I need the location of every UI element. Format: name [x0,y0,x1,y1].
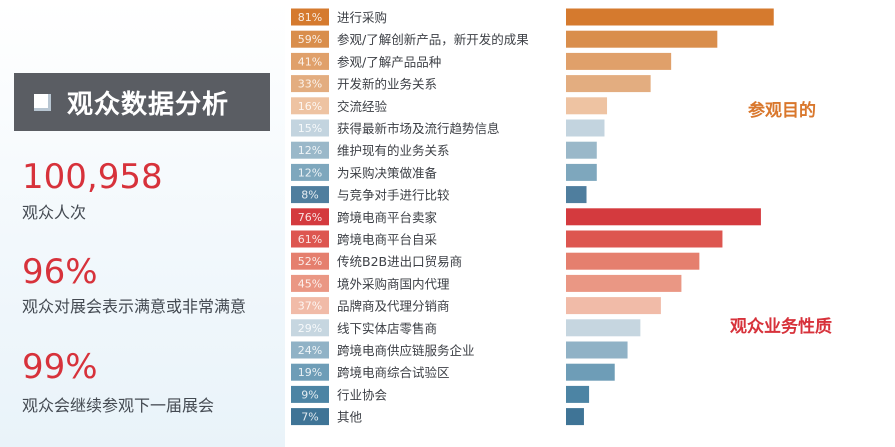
bar [566,52,672,70]
bar [566,208,761,226]
bar [566,297,661,315]
category-label: 开发新的业务关系 [337,77,437,92]
stat-satisfaction-value: 96% [22,252,98,292]
value-badge [291,75,329,93]
category-label: 跨境电商供应链服务企业 [337,343,475,358]
bar [566,97,608,115]
category-label: 跨境电商平台卖家 [337,210,438,225]
category-label: 与竞争对手进行比较 [337,188,450,203]
category-label: 维护现有的业务关系 [337,143,450,158]
value-badge [291,363,329,381]
stat-return-value: 99% [22,347,98,387]
category-label: 品牌商及代理分销商 [337,299,450,314]
value-label: 41% [298,55,322,68]
value-label: 61% [298,233,322,246]
bar [566,75,651,93]
value-label: 16% [298,100,322,113]
value-badge [291,8,329,26]
value-label: 15% [298,122,322,135]
value-label: 52% [298,255,322,268]
value-badge [291,274,329,292]
value-badge [291,208,329,226]
value-label: 9% [301,388,318,401]
value-badge [291,297,329,315]
bar [566,119,605,137]
value-label: 19% [298,366,322,379]
value-label: 33% [298,78,322,91]
square-bullet-icon [34,93,51,111]
category-label: 参观/了解产品品种 [337,54,441,69]
value-label: 59% [298,33,322,46]
bar [566,230,723,248]
value-label: 37% [298,300,322,313]
value-label: 12% [298,166,322,179]
value-badge [291,319,329,337]
category-label: 交流经验 [337,99,388,114]
category-label: 线下实体店零售商 [337,321,437,336]
category-label: 其他 [337,410,363,425]
value-label: 8% [301,189,318,202]
bar [566,8,774,26]
category-label: 获得最新市场及流行趋势信息 [337,121,500,136]
bar [566,30,718,48]
chart-title-business: 观众业务性质 [730,317,832,337]
value-badge [291,186,329,204]
panel-title-bar: 观众数据分析 [14,73,270,131]
bar [566,252,700,270]
value-label: 45% [298,277,322,290]
stat-return-label: 观众会继续参观下一届展会 [22,396,215,415]
panel-title: 观众数据分析 [67,89,230,120]
bar [566,341,628,359]
value-label: 12% [298,144,322,157]
category-label: 行业协会 [337,387,388,402]
bar [566,363,615,381]
bar [566,186,587,204]
category-label: 境外采购商国内代理 [337,276,450,291]
value-label: 24% [298,344,322,357]
stat-visitors-value: 100,958 [22,157,163,197]
stat-visitors-label: 观众人次 [22,203,87,222]
value-badge [291,52,329,70]
bar [566,274,682,292]
value-badge [291,385,329,403]
value-badge [291,230,329,248]
category-label: 参观/了解创新产品，新开发的成果 [337,32,529,47]
value-label: 76% [298,211,322,224]
value-badge [291,97,329,115]
value-badge [291,141,329,159]
bar [566,319,641,337]
value-badge [291,408,329,426]
value-badge [291,252,329,270]
category-label: 跨境电商平台自采 [337,232,438,247]
value-label: 7% [301,411,318,424]
value-badge [291,341,329,359]
value-badge [291,119,329,137]
bar [566,141,597,159]
category-label: 进行采购 [337,10,387,25]
category-label: 传统B2B进出口贸易商 [337,254,462,269]
bar [566,163,597,181]
category-label: 跨境电商综合试验区 [337,365,450,380]
chart-title-purpose: 参观目的 [748,101,816,121]
value-badge [291,30,329,48]
value-badge [291,163,329,181]
bar [566,408,584,426]
category-label: 为采购决策做准备 [337,165,438,180]
value-label: 29% [298,322,322,335]
stat-satisfaction-label: 观众对展会表示满意或非常满意 [22,297,247,316]
value-label: 81% [298,11,322,24]
bar [566,385,590,403]
